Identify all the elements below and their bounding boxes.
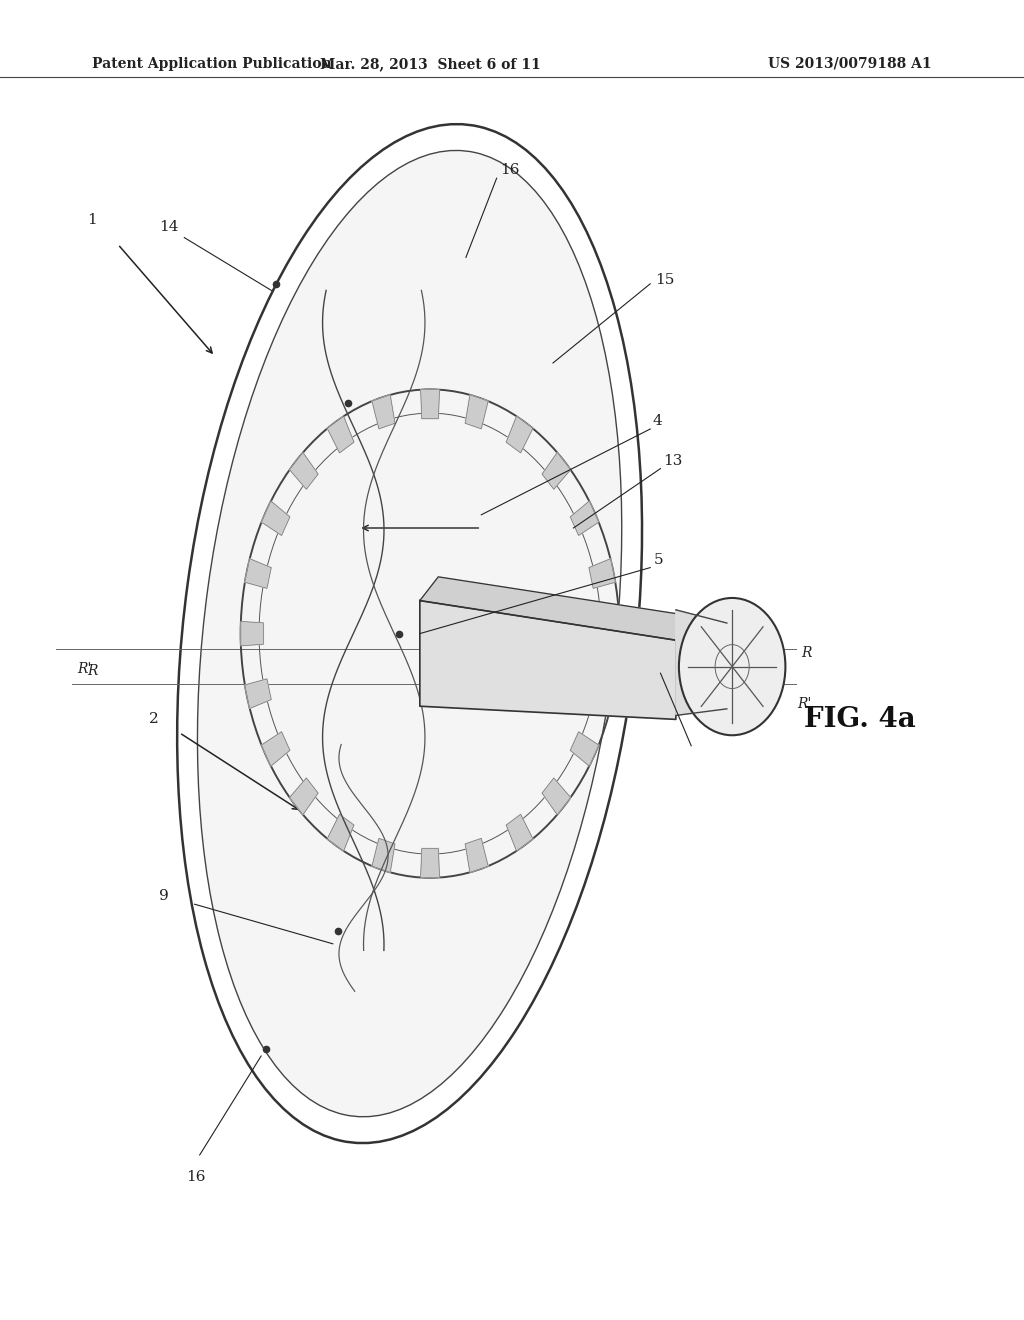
- Polygon shape: [245, 678, 271, 709]
- Polygon shape: [506, 416, 532, 453]
- Polygon shape: [589, 558, 615, 589]
- Polygon shape: [570, 502, 599, 536]
- Text: 4: 4: [652, 414, 663, 428]
- Polygon shape: [542, 453, 570, 490]
- Polygon shape: [328, 814, 354, 851]
- Polygon shape: [421, 389, 439, 418]
- Polygon shape: [245, 558, 271, 589]
- Text: R: R: [87, 664, 97, 678]
- Polygon shape: [290, 453, 318, 490]
- Text: R: R: [801, 647, 811, 660]
- Text: US 2013/0079188 A1: US 2013/0079188 A1: [768, 57, 932, 71]
- Text: R': R': [77, 661, 91, 676]
- Polygon shape: [328, 416, 354, 453]
- Polygon shape: [597, 622, 620, 645]
- Polygon shape: [421, 849, 439, 878]
- Polygon shape: [506, 814, 532, 851]
- Circle shape: [679, 598, 785, 735]
- Text: R': R': [798, 697, 812, 710]
- Text: 5: 5: [653, 553, 663, 566]
- Polygon shape: [261, 731, 290, 766]
- Polygon shape: [372, 838, 395, 873]
- Polygon shape: [676, 610, 727, 715]
- Text: 16: 16: [500, 164, 519, 177]
- Polygon shape: [290, 777, 318, 814]
- Polygon shape: [465, 838, 488, 873]
- Text: 16: 16: [186, 1171, 206, 1184]
- Text: 13: 13: [664, 454, 683, 467]
- Polygon shape: [542, 777, 570, 814]
- Text: FIG. 4a: FIG. 4a: [804, 706, 916, 733]
- Polygon shape: [420, 577, 694, 640]
- Text: 14: 14: [159, 220, 178, 234]
- Polygon shape: [465, 395, 488, 429]
- Text: 1: 1: [87, 214, 97, 227]
- Polygon shape: [261, 502, 290, 536]
- Text: 2: 2: [148, 713, 159, 726]
- Polygon shape: [589, 678, 615, 709]
- Polygon shape: [570, 731, 599, 766]
- Polygon shape: [420, 601, 676, 719]
- Polygon shape: [372, 395, 395, 429]
- Text: 15: 15: [655, 273, 675, 286]
- Ellipse shape: [198, 150, 622, 1117]
- Text: Mar. 28, 2013  Sheet 6 of 11: Mar. 28, 2013 Sheet 6 of 11: [319, 57, 541, 71]
- Text: 3: 3: [664, 657, 673, 671]
- Polygon shape: [241, 622, 263, 645]
- Text: Patent Application Publication: Patent Application Publication: [92, 57, 332, 71]
- Text: 9: 9: [159, 890, 169, 903]
